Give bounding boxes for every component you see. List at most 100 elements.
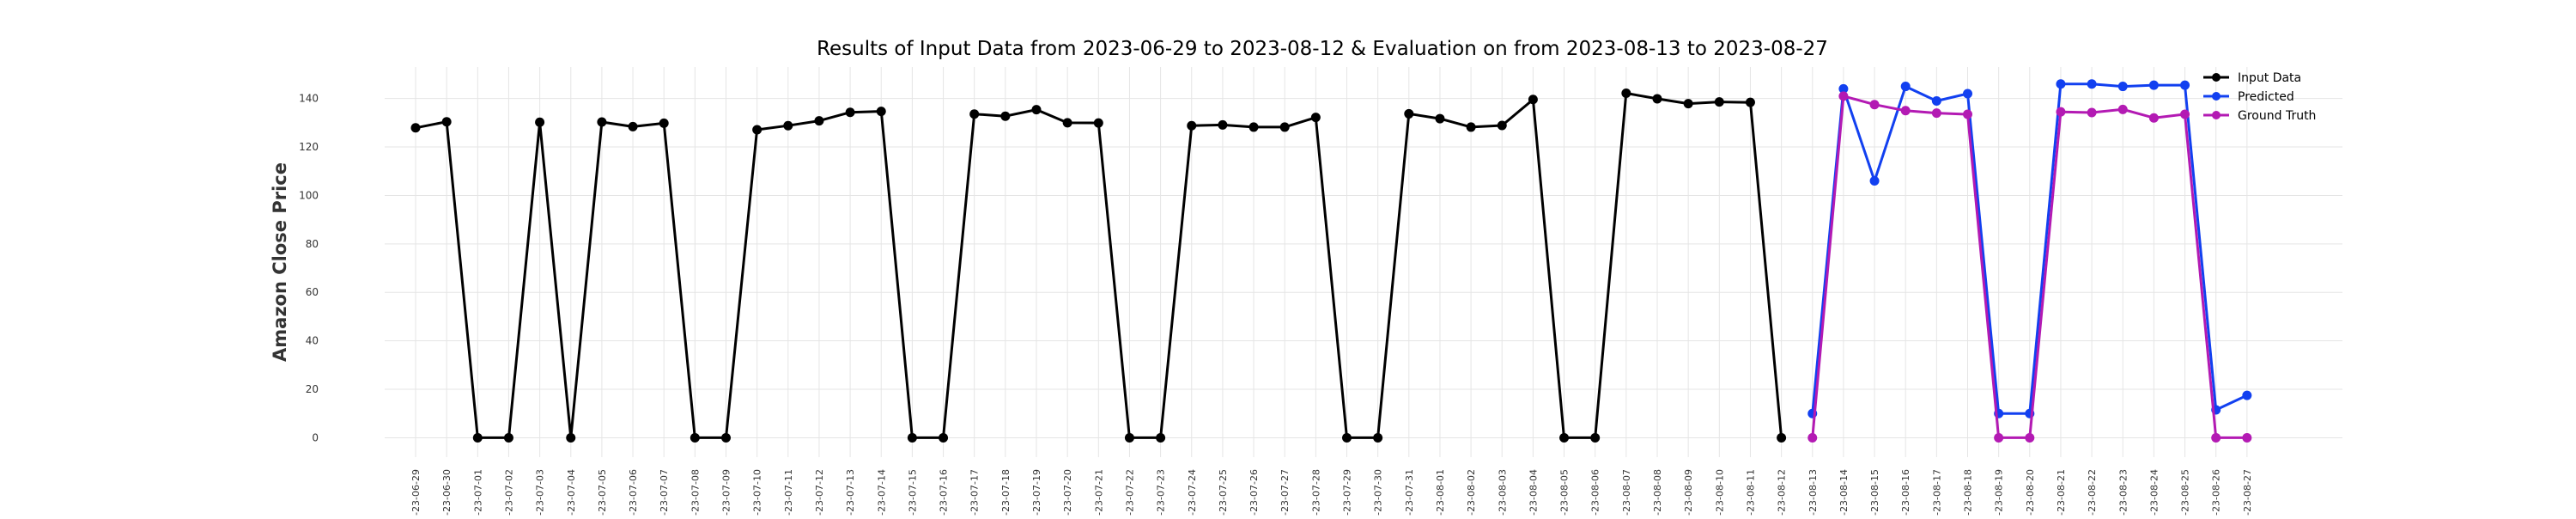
- x-tick-label: -23-07-09: [721, 469, 732, 516]
- legend-marker-input-data: [2212, 73, 2221, 82]
- data-point-input-data: [1777, 432, 1787, 443]
- data-point-predicted: [1931, 95, 1941, 106]
- x-tick-label: -23-07-29: [1342, 469, 1353, 516]
- data-point-input-data: [1621, 88, 1631, 98]
- x-tick-label: -23-08-10: [1714, 469, 1725, 516]
- x-tick-label: -23-08-01: [1435, 469, 1446, 516]
- data-point-input-data: [814, 116, 824, 126]
- y-tick-label: 120: [299, 141, 319, 153]
- data-point-input-data: [1093, 118, 1103, 128]
- x-tick-label: -23-08-03: [1497, 469, 1508, 516]
- data-point-input-data: [939, 432, 949, 443]
- y-tick-label: 60: [306, 286, 319, 298]
- x-tick-label: -23-08-09: [1683, 469, 1694, 516]
- data-point-input-data: [1683, 99, 1693, 109]
- data-point-input-data: [628, 121, 638, 131]
- data-point-ground-truth: [1869, 100, 1880, 110]
- data-point-ground-truth: [2180, 109, 2190, 119]
- x-tick-label: -23-08-19: [1994, 469, 2005, 516]
- data-point-ground-truth: [1931, 108, 1941, 119]
- data-point-input-data: [1000, 111, 1011, 121]
- data-point-ground-truth: [1963, 109, 1972, 119]
- data-point-ground-truth: [1807, 432, 1818, 443]
- x-tick-label: -23-07-07: [659, 469, 670, 516]
- data-point-input-data: [472, 432, 483, 443]
- x-axis: -23-06-29 -23-06-30 -23-07-01 -23-07-02 -23-…: [410, 469, 2253, 516]
- legend-marker-predicted: [2212, 92, 2221, 101]
- legend-label-ground-truth: Ground Truth: [2238, 109, 2316, 123]
- data-point-input-data: [845, 107, 855, 118]
- x-tick-label: -23-07-14: [876, 469, 887, 516]
- x-tick-label: -23-07-23: [1156, 469, 1167, 516]
- x-tick-label: -23-08-05: [1559, 469, 1571, 516]
- x-tick-label: -23-07-30: [1373, 469, 1384, 516]
- x-tick-label: -23-08-18: [1963, 469, 1974, 516]
- y-tick-label: 140: [299, 93, 319, 105]
- x-tick-label: -23-08-24: [2148, 469, 2160, 516]
- x-tick-label: -23-08-11: [1745, 469, 1756, 516]
- data-point-input-data: [1124, 432, 1134, 443]
- data-point-ground-truth: [1838, 91, 1849, 101]
- data-point-predicted: [1900, 82, 1911, 92]
- data-point-input-data: [1652, 94, 1662, 104]
- x-tick-label: -23-07-15: [907, 469, 918, 516]
- x-tick-label: -23-07-16: [939, 469, 950, 516]
- data-point-input-data: [1373, 432, 1383, 443]
- data-point-input-data: [1745, 97, 1755, 107]
- x-tick-label: -23-08-25: [2180, 469, 2191, 516]
- data-point-input-data: [535, 117, 545, 127]
- legend-marker-ground-truth: [2212, 111, 2221, 119]
- data-point-input-data: [566, 432, 576, 443]
- data-point-predicted: [2180, 80, 2190, 90]
- data-point-predicted: [1869, 176, 1880, 186]
- x-tick-label: -23-07-25: [1218, 469, 1229, 516]
- data-point-predicted: [2148, 80, 2159, 90]
- x-tick-label: -23-07-10: [752, 469, 763, 516]
- x-tick-label: -23-07-20: [1062, 469, 1073, 516]
- x-tick-label: -23-07-26: [1249, 469, 1260, 516]
- data-point-input-data: [1714, 97, 1724, 107]
- data-point-input-data: [907, 432, 917, 443]
- y-tick-label: 80: [306, 238, 319, 250]
- x-tick-label: -23-08-20: [2025, 469, 2036, 516]
- x-tick-label: -23-08-12: [1777, 469, 1788, 516]
- x-tick-label: -23-08-02: [1466, 469, 1477, 516]
- data-point-input-data: [503, 432, 513, 443]
- x-tick-label: -23-07-21: [1093, 469, 1104, 516]
- x-tick-label: -23-08-08: [1652, 469, 1663, 516]
- x-tick-label: -23-07-02: [503, 469, 514, 516]
- data-point-input-data: [969, 109, 980, 119]
- x-tick-label: -23-08-13: [1807, 469, 1819, 516]
- data-point-input-data: [752, 125, 762, 135]
- x-tick-label: -23-07-18: [1000, 469, 1012, 516]
- y-axis-label: Amazon Close Price: [270, 162, 290, 362]
- data-point-input-data: [1031, 105, 1042, 115]
- data-point-ground-truth: [2056, 107, 2066, 117]
- data-point-ground-truth: [2242, 432, 2252, 443]
- x-tick-label: -23-08-04: [1528, 469, 1539, 516]
- x-tick-label: -23-08-15: [1869, 469, 1880, 516]
- data-point-ground-truth: [1900, 106, 1911, 116]
- data-point-input-data: [1528, 95, 1538, 105]
- y-tick-label: 100: [299, 189, 319, 201]
- y-tick-label: 0: [312, 431, 319, 443]
- x-tick-label: -23-08-21: [2056, 469, 2067, 516]
- x-tick-label: -23-08-22: [2087, 469, 2098, 516]
- data-point-input-data: [1187, 120, 1197, 131]
- data-point-input-data: [1342, 432, 1352, 443]
- data-point-input-data: [721, 432, 731, 443]
- x-tick-label: -23-07-17: [969, 469, 981, 516]
- data-point-input-data: [1310, 113, 1321, 123]
- x-tick-label: -23-07-06: [628, 469, 639, 516]
- x-tick-label: -23-08-27: [2242, 469, 2253, 516]
- data-point-input-data: [410, 123, 421, 133]
- x-tick-label: -23-07-24: [1187, 469, 1198, 516]
- x-tick-label: -23-08-14: [1838, 469, 1850, 516]
- data-point-predicted: [2056, 79, 2066, 89]
- data-point-input-data: [690, 432, 700, 443]
- data-point-ground-truth: [2025, 432, 2035, 443]
- data-point-input-data: [1062, 118, 1072, 128]
- data-point-ground-truth: [2211, 432, 2221, 443]
